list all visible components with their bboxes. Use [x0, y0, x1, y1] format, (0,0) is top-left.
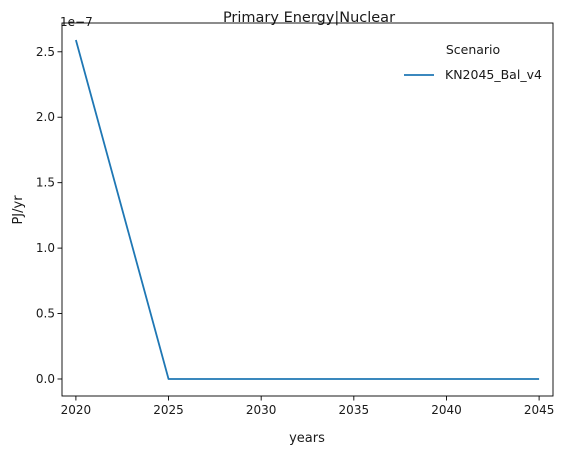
legend: Scenario KN2045_Bal_v4 — [404, 42, 542, 82]
x-axis-label: years — [289, 431, 325, 446]
x-tick-label: 2040 — [431, 403, 462, 417]
y-axis-ticks: 0.0 0.5 1.0 1.5 2.0 2.5 — [36, 45, 62, 386]
y-axis-label: PJ/yr — [11, 195, 26, 225]
x-axis-ticks: 2020 2025 2030 2035 2040 2045 — [61, 396, 555, 417]
legend-title: Scenario — [446, 42, 500, 57]
series-line-kn2045-bal-v4 — [75, 39, 540, 380]
series-layer — [75, 39, 540, 380]
y-tick-label: 0.5 — [36, 307, 55, 321]
y-tick-label: 2.0 — [36, 110, 55, 124]
y-tick-label: 1.0 — [36, 241, 55, 255]
x-tick-label: 2035 — [339, 403, 370, 417]
chart-title: Primary Energy|Nuclear — [223, 10, 395, 26]
y-tick-label: 2.5 — [36, 45, 55, 59]
y-tick-label: 0.0 — [36, 372, 55, 386]
x-tick-label: 2030 — [246, 403, 277, 417]
x-tick-label: 2025 — [153, 403, 184, 417]
y-tick-label: 1.5 — [36, 176, 55, 190]
y-offset-label: 1e−7 — [60, 15, 93, 29]
x-tick-label: 2020 — [61, 403, 92, 417]
legend-entry-kn2045-bal-v4: KN2045_Bal_v4 — [445, 67, 542, 82]
plot-frame — [61, 22, 554, 397]
x-tick-label: 2045 — [524, 403, 555, 417]
